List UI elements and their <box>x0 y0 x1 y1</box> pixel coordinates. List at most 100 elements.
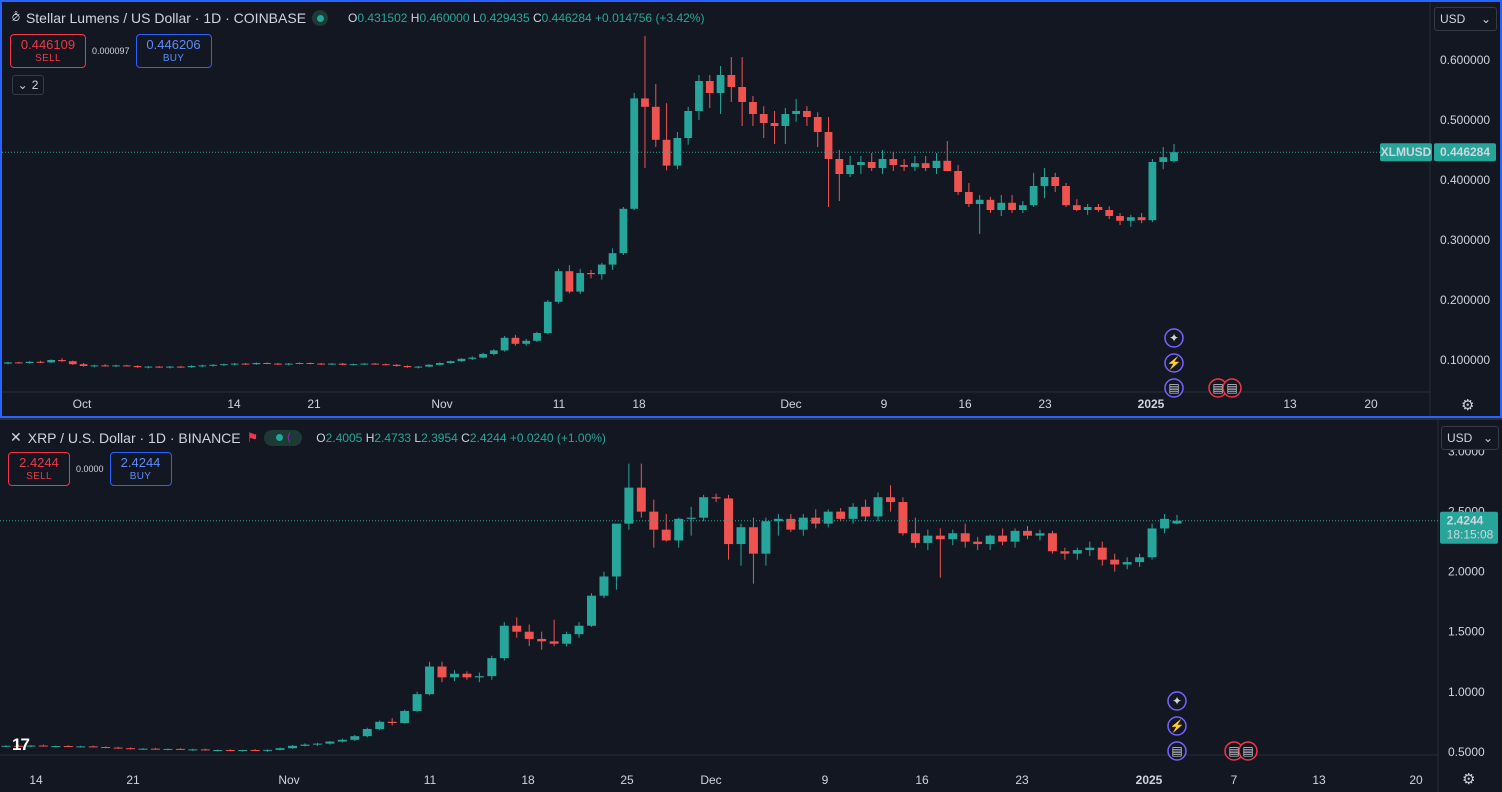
candle-body <box>1160 518 1170 529</box>
xlm-trade-buttons: 0.446109 SELL 0.000097 0.446206 BUY <box>10 34 212 68</box>
candle-body <box>1040 177 1049 186</box>
tradingview-logo[interactable]: 17 <box>12 735 30 754</box>
xrp-currency-select[interactable]: USD ⌄ <box>1441 426 1499 450</box>
candle-body <box>51 746 61 748</box>
us-flag-icon: ▤ <box>1212 381 1223 395</box>
xlm-symbol-title[interactable]: Stellar Lumens / US Dollar · 1D · COINBA… <box>25 10 307 26</box>
candle-body <box>873 497 883 517</box>
candle-body <box>446 361 455 363</box>
xrp-buy-button[interactable]: 2.4244 BUY <box>109 452 172 486</box>
candle-body <box>910 533 920 543</box>
candle-body <box>317 363 325 365</box>
candle-body <box>524 631 534 639</box>
xrp-chart-pane[interactable]: 0.5000 1.0000 1.5000 2.0000 2.5000 3.0000 14 21… <box>0 418 1502 792</box>
candle-body <box>973 541 983 545</box>
time-tick-label: Nov <box>278 773 299 787</box>
candle-body <box>932 160 941 168</box>
candle-body <box>90 365 99 367</box>
candle-body <box>898 502 908 534</box>
us-flag-icon: ▤ <box>1168 381 1179 395</box>
candle-body <box>300 744 310 746</box>
candle-body <box>861 506 871 517</box>
candle-body <box>935 535 945 540</box>
candle-body <box>425 666 435 695</box>
xlm-currency-select[interactable]: USD ⌄ <box>1434 7 1497 31</box>
candle-body <box>836 511 846 519</box>
indicators-toggle-button[interactable]: ⌄ 2 <box>12 75 44 95</box>
candle-body <box>954 171 962 192</box>
candle-body <box>252 363 261 365</box>
candle-body <box>1023 530 1032 536</box>
candle-body <box>811 517 821 524</box>
calendar-event-icon <box>1164 328 1184 348</box>
us-flag-icon: ▤ <box>1242 744 1253 758</box>
time-tick-label: 18 <box>521 773 535 787</box>
price-tick-label: 0.300000 <box>1440 233 1490 247</box>
candle-body <box>101 746 111 748</box>
candle-body <box>522 340 531 344</box>
flag-icon[interactable]: ⚑ <box>246 429 259 445</box>
candle-body <box>641 98 649 107</box>
candle-body <box>1018 205 1027 210</box>
candle-body <box>565 271 574 292</box>
market-status-icon[interactable]: ⟨ <box>264 429 303 446</box>
candle-body <box>225 749 235 751</box>
candle-body <box>716 75 725 93</box>
candle-body <box>711 497 721 499</box>
candle-body <box>985 535 995 545</box>
time-tick-label: 9 <box>881 397 888 411</box>
candle-body <box>549 641 559 644</box>
time-tick-label: 13 <box>1283 397 1297 411</box>
candle-body <box>1126 217 1135 221</box>
xlm-chart-pane[interactable]: 0.100000 0.200000 0.300000 0.400000 0.500000… <box>0 0 1502 418</box>
time-tick-label: 16 <box>958 397 972 411</box>
xrp-ohlc-values: O2.4005 H2.4733 L2.3954 C2.4244 +0.0240 … <box>316 430 606 445</box>
xrp-sell-button[interactable]: 2.4244 SELL <box>8 452 70 486</box>
candle-body <box>403 366 412 368</box>
candle-body <box>350 736 360 740</box>
share-icon: ⟨ <box>286 432 291 444</box>
price-tick-label: 0.400000 <box>1440 173 1490 187</box>
time-tick-label: Dec <box>700 773 721 787</box>
lightning-icon: ⚡ <box>1167 356 1182 370</box>
chevron-down-icon: ⌄ <box>1482 431 1493 445</box>
candle-body <box>900 165 908 167</box>
candle-body <box>462 673 472 678</box>
candle-body <box>213 749 223 751</box>
candle-body <box>748 527 758 554</box>
candle-body <box>848 506 858 519</box>
candle-body <box>36 361 45 363</box>
candle-body <box>155 366 164 368</box>
candle-body <box>163 748 173 750</box>
time-tick-label: Oct <box>73 397 92 411</box>
candle-body <box>1072 205 1081 210</box>
gear-icon[interactable]: ⚙ <box>1461 397 1475 414</box>
time-tick-label: 20 <box>1409 773 1423 787</box>
candle-body <box>554 271 563 302</box>
candle-body <box>533 333 541 341</box>
gear-icon[interactable]: ⚙ <box>1462 771 1476 788</box>
candle-body <box>487 658 497 677</box>
us-flag-icon: ▤ <box>1228 744 1239 758</box>
candle-body <box>230 363 239 365</box>
time-tick-label: 2025 <box>1138 397 1165 411</box>
lightning-icon <box>1167 716 1187 736</box>
candle-body <box>846 165 854 174</box>
time-tick-label: 16 <box>915 773 929 787</box>
market-status-icon[interactable] <box>312 10 329 26</box>
time-tick-label: 20 <box>1364 397 1378 411</box>
candle-body <box>457 358 466 362</box>
xlm-buy-button[interactable]: 0.446206 BUY <box>135 34 212 68</box>
candle-body <box>636 487 646 512</box>
xlm-candlestick-chart[interactable]: 0.100000 0.200000 0.300000 0.400000 0.500000… <box>2 2 1500 416</box>
candle-body <box>537 638 547 642</box>
candle-body <box>449 673 459 678</box>
time-tick-label: 23 <box>1015 773 1029 787</box>
candle-body <box>867 162 876 168</box>
price-tick-label: 1.0000 <box>1448 685 1485 699</box>
candle-body <box>562 634 572 644</box>
xrp-symbol-title[interactable]: XRP / U.S. Dollar · 1D · BINANCE <box>27 429 241 446</box>
candle-body <box>474 676 484 678</box>
xlm-sell-button[interactable]: 0.446109 SELL <box>10 34 86 68</box>
